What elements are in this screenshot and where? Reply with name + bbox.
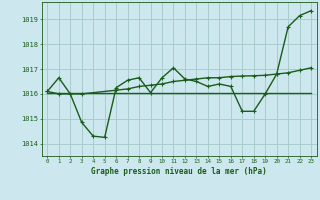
X-axis label: Graphe pression niveau de la mer (hPa): Graphe pression niveau de la mer (hPa): [91, 167, 267, 176]
